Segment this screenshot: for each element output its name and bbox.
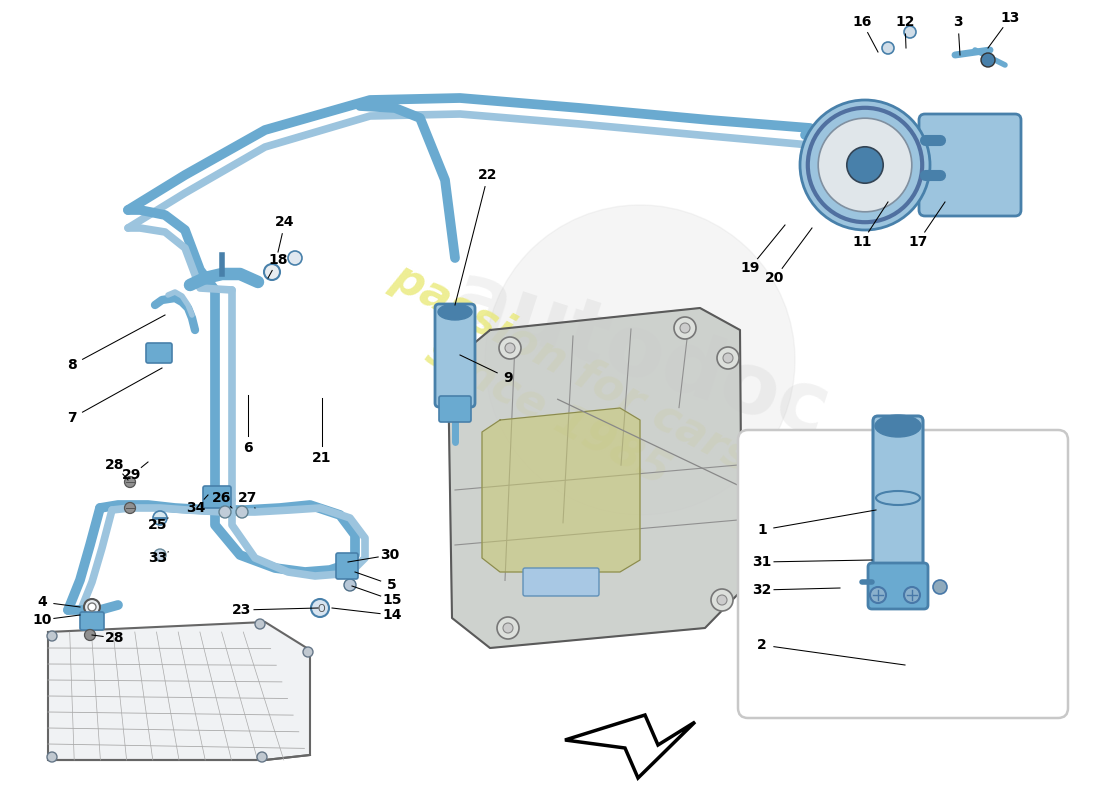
Text: passion for cars
since 1985: passion for cars since 1985 [362,255,759,525]
Text: 18: 18 [268,253,288,267]
Circle shape [288,251,302,265]
Text: 33: 33 [148,551,167,565]
Ellipse shape [874,415,921,437]
Polygon shape [482,408,640,572]
Circle shape [497,617,519,639]
Circle shape [344,579,356,591]
FancyBboxPatch shape [80,612,104,630]
FancyBboxPatch shape [439,396,471,422]
FancyBboxPatch shape [434,304,475,407]
Circle shape [124,477,135,487]
Circle shape [344,566,356,578]
Circle shape [674,317,696,339]
Text: 9: 9 [503,371,513,385]
Text: 27: 27 [239,491,257,505]
Circle shape [485,205,795,515]
Text: 23: 23 [232,603,252,617]
FancyBboxPatch shape [868,563,928,609]
Circle shape [302,647,313,657]
Polygon shape [448,308,742,648]
Text: 13: 13 [1000,11,1020,25]
Text: 3: 3 [954,15,962,29]
Circle shape [219,506,231,518]
Circle shape [933,580,947,594]
Circle shape [717,595,727,605]
Text: 5: 5 [387,578,397,592]
Circle shape [236,506,248,518]
Circle shape [847,146,883,183]
FancyBboxPatch shape [738,430,1068,718]
Text: 2: 2 [757,638,767,652]
Circle shape [711,589,733,611]
Circle shape [47,631,57,641]
Circle shape [499,337,521,359]
Circle shape [800,100,929,230]
Text: 16: 16 [852,15,871,29]
Text: 7: 7 [67,411,77,425]
Circle shape [153,511,167,525]
Circle shape [818,118,912,212]
Text: 28: 28 [106,631,124,645]
Text: 28: 28 [106,458,124,472]
Text: 22: 22 [478,168,497,182]
Text: 6: 6 [243,441,253,455]
Circle shape [723,353,733,363]
Text: autodoc: autodoc [441,255,839,455]
Text: 30: 30 [381,548,399,562]
Circle shape [264,264,280,280]
Polygon shape [565,715,695,778]
FancyBboxPatch shape [146,343,172,363]
FancyBboxPatch shape [204,486,231,508]
Text: 20: 20 [766,271,784,285]
Circle shape [154,549,166,561]
Circle shape [85,630,96,641]
Circle shape [257,752,267,762]
Circle shape [88,603,96,611]
Circle shape [503,623,513,633]
Text: 32: 32 [752,583,772,597]
Ellipse shape [438,304,472,320]
Circle shape [84,599,100,615]
Circle shape [870,587,886,603]
Text: 4: 4 [37,595,47,609]
FancyBboxPatch shape [522,568,600,596]
Text: O: O [317,604,324,614]
Circle shape [505,343,515,353]
Text: 21: 21 [312,451,332,465]
Text: 17: 17 [909,235,927,249]
Text: 14: 14 [383,608,402,622]
Text: 8: 8 [67,358,77,372]
Circle shape [904,587,920,603]
Text: 34: 34 [186,501,206,515]
Text: 25: 25 [148,518,167,532]
Circle shape [124,502,135,514]
Circle shape [717,347,739,369]
FancyBboxPatch shape [873,416,923,581]
Text: 15: 15 [383,593,402,607]
Circle shape [680,323,690,333]
Circle shape [311,599,329,617]
Polygon shape [48,622,310,760]
Text: 1: 1 [757,523,767,537]
Text: 29: 29 [122,468,142,482]
Text: 24: 24 [275,215,295,229]
FancyBboxPatch shape [918,114,1021,216]
Text: 19: 19 [740,261,760,275]
Text: 31: 31 [752,555,772,569]
Circle shape [981,53,996,67]
Text: 12: 12 [895,15,915,29]
Text: 26: 26 [212,491,232,505]
Circle shape [882,42,894,54]
Circle shape [904,26,916,38]
Circle shape [47,752,57,762]
FancyBboxPatch shape [336,553,358,579]
Circle shape [255,619,265,629]
Text: 10: 10 [32,613,52,627]
Text: 11: 11 [852,235,871,249]
